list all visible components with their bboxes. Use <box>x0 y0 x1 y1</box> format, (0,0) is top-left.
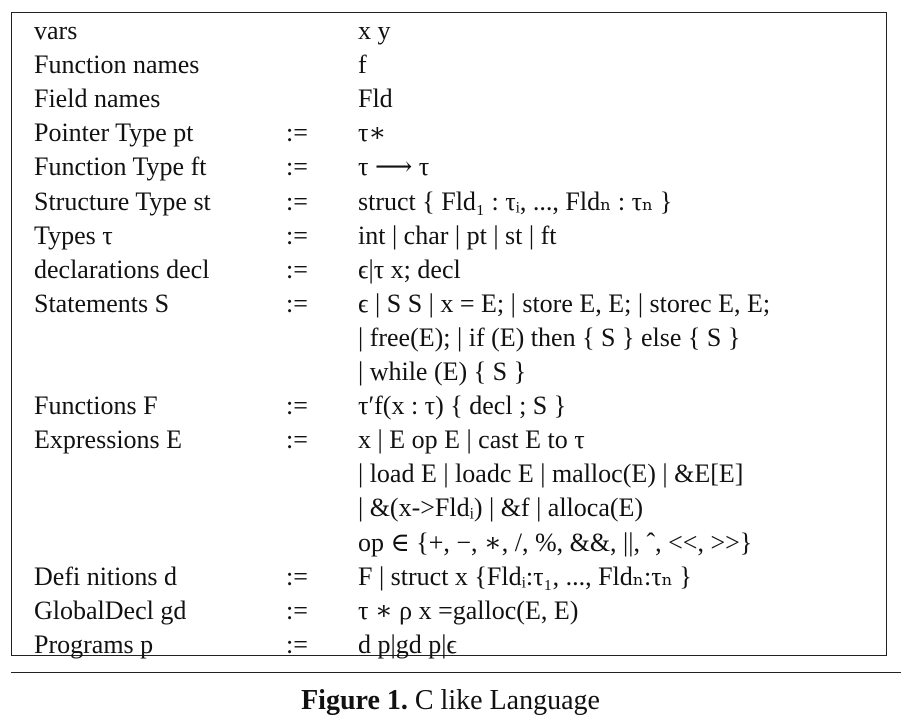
grammar-rhs: int | char | pt | st | ft <box>358 220 557 250</box>
grammar-row: | while (E) { S } <box>12 355 886 389</box>
grammar-rhs: τ∗ <box>358 118 387 148</box>
grammar-lhs: GlobalDecl gd <box>34 595 187 625</box>
grammar-row: Defi nitions d := F | struct x {Fldᵢ:τ₁, .… <box>12 560 886 594</box>
figure-caption: Figure 1. C like Language <box>0 684 901 718</box>
grammar-row: Function names f <box>12 48 886 82</box>
grammar-rhs: τ ∗ ρ x =galloc(E, E) <box>358 595 579 625</box>
grammar-lhs: Statements S <box>34 288 170 318</box>
grammar-rhs: ϵ|τ x; decl <box>358 254 461 284</box>
grammar-op: := <box>286 186 308 216</box>
grammar-row: Function Type ft := τ ⟶ τ <box>12 150 886 184</box>
grammar-rhs: F | struct x {Fldᵢ:τ₁, ..., Fldₙ:τₙ } <box>358 561 692 591</box>
grammar-rhs: op ∈ {+, −, ∗, /, %, &&, ||, ˆ, <<, >>} <box>358 527 753 557</box>
grammar-op: := <box>286 288 308 318</box>
grammar-rhs: | load E | loadc E | malloc(E) | &E[E] <box>358 459 744 489</box>
grammar-table: vars x y Function names f Field names Fld Poin… <box>11 12 887 659</box>
grammar-lhs: Field names <box>34 84 161 114</box>
grammar-rhs: | free(E); | if (E) then { S } else { S … <box>358 322 741 352</box>
grammar-lhs: Structure Type st <box>34 186 211 216</box>
grammar-row: GlobalDecl gd := τ ∗ ρ x =galloc(E, E) <box>12 594 886 628</box>
grammar-lhs: declarations decl <box>34 254 210 284</box>
grammar-row: | free(E); | if (E) then { S } else { S … <box>12 321 886 355</box>
grammar-row: declarations decl := ϵ|τ x; decl <box>12 253 886 287</box>
grammar-row: | load E | loadc E | malloc(E) | &E[E] <box>12 457 886 491</box>
grammar-op: := <box>286 595 308 625</box>
grammar-row: Programs p := d p|gd p|ϵ <box>12 628 886 662</box>
grammar-op: := <box>286 118 308 148</box>
grammar-op: := <box>286 391 308 421</box>
grammar-rhs: d p|gd p|ϵ <box>358 629 457 659</box>
grammar-lhs: vars <box>34 16 78 45</box>
grammar-op: := <box>286 629 308 659</box>
grammar-rhs: | &(x->Fldᵢ) | &f | alloca(E) <box>358 493 644 523</box>
grammar-lhs: Defi nitions d <box>34 561 177 591</box>
grammar-lhs: Function names <box>34 50 200 80</box>
grammar-rhs: | while (E) { S } <box>358 357 527 386</box>
grammar-rhs: Fld <box>358 84 393 114</box>
grammar-op: := <box>286 425 308 455</box>
grammar-rhs: f <box>358 50 367 80</box>
grammar-row: | &(x->Fldᵢ) | &f | alloca(E) <box>12 491 886 525</box>
grammar-rhs: x y <box>358 16 391 45</box>
grammar-row: Pointer Type pt := τ∗ <box>12 116 886 150</box>
grammar-rhs: x | E op E | cast E to τ <box>358 425 585 455</box>
grammar-rhs: τ ⟶ τ <box>358 152 430 182</box>
grammar-rhs: τ′f(x : τ) { decl ; S } <box>358 391 567 421</box>
caption-label: Figure 1. <box>301 685 408 716</box>
caption-text: C like Language <box>414 685 600 716</box>
grammar-rhs: ϵ | S S | x = E; | store E, E; | storec … <box>358 288 771 318</box>
grammar-row: vars x y <box>12 14 886 48</box>
grammar-row: Field names Fld <box>12 82 886 116</box>
grammar-op: := <box>286 220 308 250</box>
grammar-op: := <box>286 254 308 284</box>
grammar-row: Expressions E := x | E op E | cast E to τ <box>12 423 886 457</box>
grammar-row: Statements S := ϵ | S S | x = E; | store E… <box>12 287 886 321</box>
grammar-lhs: Function Type ft <box>34 152 207 182</box>
grammar-lhs: Pointer Type pt <box>34 118 194 148</box>
grammar-op: := <box>286 561 308 591</box>
grammar-lhs: Programs p <box>34 629 154 659</box>
grammar-op: := <box>286 152 308 182</box>
grammar-rhs: struct { Fld₁ : τᵢ, ..., Fldₙ : τₙ } <box>358 186 673 216</box>
grammar-row: Structure Type st := struct { Fld₁ : τᵢ, .… <box>12 185 886 219</box>
grammar-lhs: Types τ <box>34 220 113 250</box>
grammar-row: Types τ := int | char | pt | st | ft <box>12 219 886 253</box>
grammar-row: op ∈ {+, −, ∗, /, %, &&, ||, ˆ, <<, >>} <box>12 526 886 560</box>
caption-rule <box>11 672 901 673</box>
grammar-row: Functions F := τ′f(x : τ) { decl ; S } <box>12 389 886 423</box>
grammar-lhs: Expressions E <box>34 425 183 455</box>
grammar-lhs: Functions F <box>34 391 158 421</box>
